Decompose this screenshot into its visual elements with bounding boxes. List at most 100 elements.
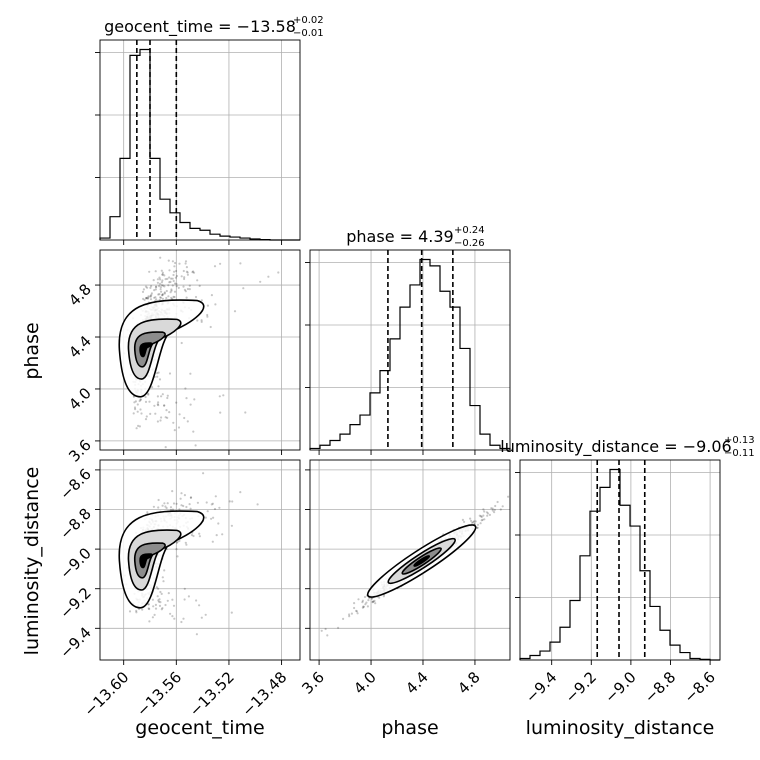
scatter-point <box>219 411 222 414</box>
scatter-point <box>182 269 185 273</box>
scatter-point <box>488 513 491 517</box>
scatter-point <box>134 408 137 411</box>
scatter-point <box>188 288 191 291</box>
tick-label-y-phase-1: 4.0 <box>65 384 95 414</box>
scatter-point <box>150 285 153 288</box>
scatter-point <box>141 608 144 611</box>
frame-phase-luminosity_distance <box>309 459 511 661</box>
scatter-point <box>244 411 247 414</box>
scatter-point <box>231 500 234 503</box>
scatter-point <box>166 416 169 419</box>
scatter-point <box>167 592 170 595</box>
scatter-point <box>165 289 168 293</box>
scatter-point <box>133 406 137 409</box>
scatter-point <box>362 605 365 608</box>
scatter-panel-phase-luminosity_distance <box>305 459 511 665</box>
scatter-point <box>182 617 185 620</box>
scatter-point <box>156 420 159 423</box>
tick-label-x-luminosity_distance-0: −9.4 <box>522 668 560 706</box>
scatter-point <box>175 282 178 286</box>
scatter-point <box>153 404 156 407</box>
scatter-point <box>161 576 164 579</box>
scatter-point <box>161 273 164 276</box>
scatter-panel-geocent_time-luminosity_distance <box>95 459 301 665</box>
scatter-point <box>158 378 162 381</box>
scatter-point <box>206 510 209 513</box>
scatter-point <box>493 510 496 514</box>
scatter-point <box>478 514 481 517</box>
scatter-point <box>361 606 364 609</box>
scatter-point <box>214 303 217 306</box>
contour-level-3 <box>139 342 153 358</box>
scatter-point <box>170 296 173 299</box>
scatter-point <box>161 271 164 274</box>
scatter-point <box>135 611 138 614</box>
scatter-point <box>482 508 485 511</box>
frame-geocent_time-phase <box>99 249 301 451</box>
scatter-point <box>157 498 160 502</box>
scatter-point <box>167 259 170 262</box>
tick-label-x-luminosity_distance-3: −8.8 <box>641 668 679 706</box>
scatter-point <box>173 290 177 293</box>
scatter-point <box>474 520 477 523</box>
scatter-point <box>204 613 207 616</box>
scatter-point <box>142 288 145 291</box>
scatter-point <box>180 341 183 345</box>
scatter-point <box>185 543 188 546</box>
scatter-point <box>180 504 183 507</box>
scatter-point <box>188 284 191 287</box>
tick-label-y-phase-0: 3.6 <box>65 436 95 466</box>
tick-label-y-phase-3: 4.8 <box>65 280 95 310</box>
scatter-point <box>161 297 164 300</box>
scatter-point <box>156 372 159 375</box>
scatter-point <box>463 520 466 524</box>
scatter-point <box>239 262 242 265</box>
hist-panel-phase <box>305 249 511 455</box>
scatter-point <box>161 294 164 297</box>
frame-geocent_time-luminosity_distance <box>99 459 301 661</box>
scatter-point <box>139 398 142 401</box>
scatter-point <box>213 507 217 511</box>
scatter-point <box>144 418 148 421</box>
scatter-point <box>149 286 152 289</box>
scatter-point <box>382 595 385 598</box>
scatter-point <box>175 274 179 278</box>
scatter-point <box>277 271 280 274</box>
scatter-point <box>186 271 189 274</box>
scatter-point <box>170 277 173 280</box>
scatter-point <box>160 608 163 611</box>
scatter-point <box>230 524 233 527</box>
scatter-point <box>370 597 373 600</box>
tick-label-x-luminosity_distance-4: −8.6 <box>680 668 718 706</box>
scatter-point <box>164 416 167 419</box>
scatter-point <box>177 286 180 289</box>
scatter-point <box>155 285 158 288</box>
scatter-point <box>326 634 329 637</box>
scatter-point <box>166 502 169 505</box>
scatter-point <box>206 313 209 317</box>
scatter-point <box>148 620 151 623</box>
scatter-point <box>172 604 176 607</box>
scatter-point <box>355 609 358 613</box>
panel-luminosity-distance-hist: luminosity_distance = −9.06 +0.13 −0.11 <box>500 435 754 459</box>
scatter-point <box>149 412 152 415</box>
scatter-point <box>158 298 161 301</box>
scatter-point <box>185 270 188 273</box>
scatter-point <box>267 275 270 278</box>
scatter-point <box>192 271 196 274</box>
scatter-point <box>496 500 499 504</box>
scatter-point <box>132 412 135 415</box>
scatter-point <box>160 290 163 293</box>
scatter-point <box>192 270 195 273</box>
scatter-point <box>172 502 176 505</box>
scatter-point <box>470 519 473 523</box>
tick-label-x-geocent_time-3: −13.48 <box>238 668 290 720</box>
scatter-point <box>164 505 167 508</box>
scatter-point <box>348 613 351 616</box>
panel-phase-hist: phase = 4.39 +0.24 −0.26 <box>346 225 484 249</box>
scatter-point <box>152 279 155 282</box>
scatter-point <box>342 617 345 621</box>
scatter-point <box>217 522 220 525</box>
title-luminosity-distance-plus: +0.13 <box>724 435 755 446</box>
scatter-point <box>162 580 165 583</box>
